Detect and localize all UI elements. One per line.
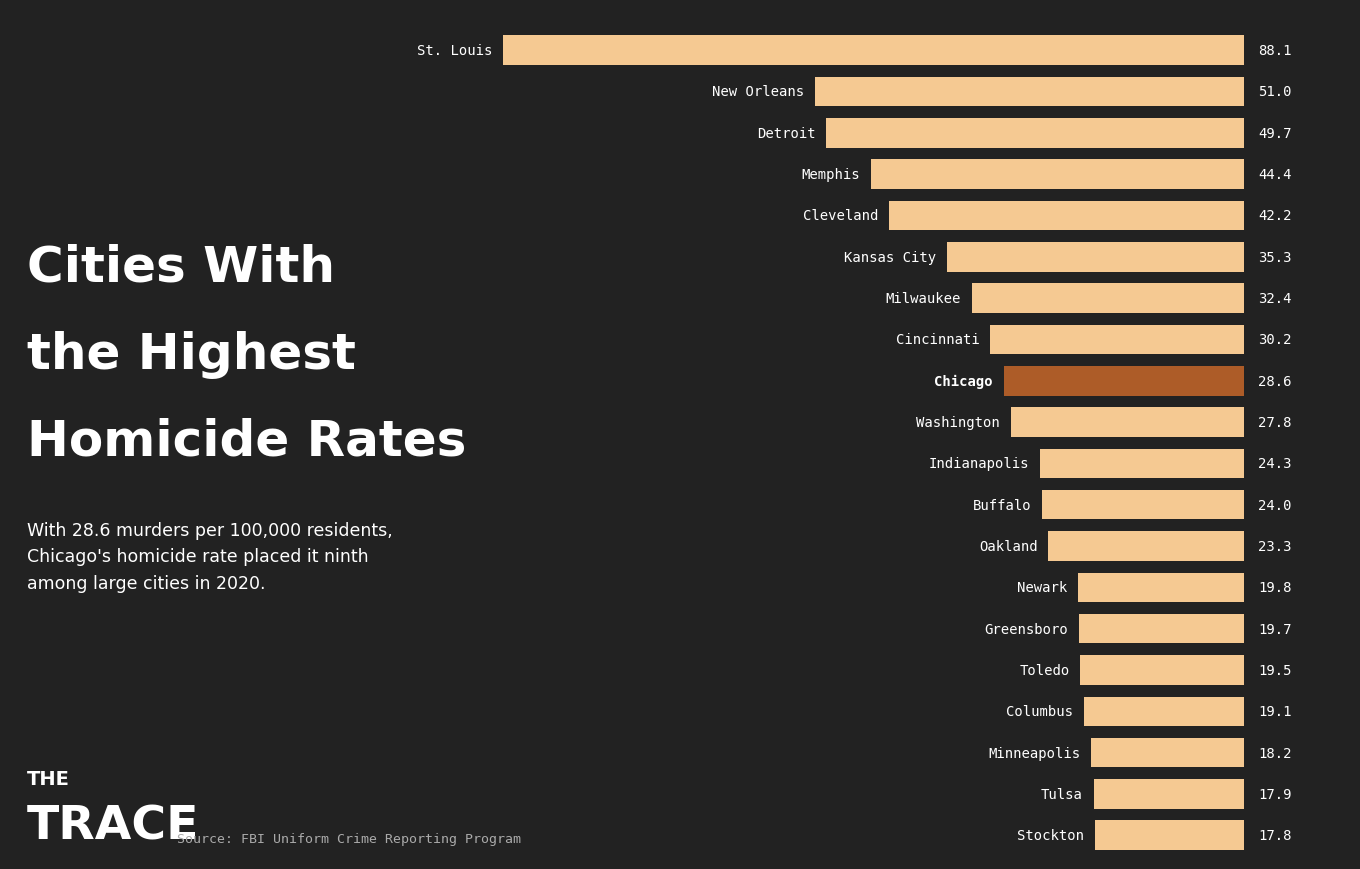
Text: 44.4: 44.4 bbox=[1258, 168, 1292, 182]
Text: Toledo: Toledo bbox=[1019, 663, 1069, 677]
Text: Source: FBI Uniform Crime Reporting Program: Source: FBI Uniform Crime Reporting Prog… bbox=[177, 832, 521, 845]
Text: Buffalo: Buffalo bbox=[972, 498, 1032, 512]
FancyBboxPatch shape bbox=[948, 242, 1244, 272]
FancyBboxPatch shape bbox=[827, 119, 1244, 149]
FancyBboxPatch shape bbox=[1078, 573, 1244, 602]
Text: Indianapolis: Indianapolis bbox=[929, 457, 1030, 471]
Text: Kansas City: Kansas City bbox=[845, 250, 937, 264]
Text: Washington: Washington bbox=[915, 415, 1000, 429]
Text: Cities With: Cities With bbox=[27, 243, 335, 291]
FancyBboxPatch shape bbox=[1004, 367, 1244, 396]
Text: New Orleans: New Orleans bbox=[713, 85, 805, 99]
FancyBboxPatch shape bbox=[1095, 820, 1244, 850]
Text: 19.7: 19.7 bbox=[1258, 622, 1292, 636]
Text: 24.0: 24.0 bbox=[1258, 498, 1292, 512]
Text: 17.8: 17.8 bbox=[1258, 828, 1292, 842]
Text: Cincinnati: Cincinnati bbox=[896, 333, 979, 347]
Text: Stockton: Stockton bbox=[1017, 828, 1084, 842]
FancyBboxPatch shape bbox=[1078, 614, 1244, 644]
Text: 27.8: 27.8 bbox=[1258, 415, 1292, 429]
Text: 19.1: 19.1 bbox=[1258, 705, 1292, 719]
Text: Columbus: Columbus bbox=[1006, 705, 1073, 719]
FancyBboxPatch shape bbox=[1040, 449, 1244, 479]
Text: 18.2: 18.2 bbox=[1258, 746, 1292, 760]
Text: TRACE: TRACE bbox=[27, 804, 200, 849]
Text: 19.5: 19.5 bbox=[1258, 663, 1292, 677]
Text: Homicide Rates: Homicide Rates bbox=[27, 417, 466, 465]
Text: 35.3: 35.3 bbox=[1258, 250, 1292, 264]
Text: 49.7: 49.7 bbox=[1258, 127, 1292, 141]
Text: 32.4: 32.4 bbox=[1258, 292, 1292, 306]
Text: St. Louis: St. Louis bbox=[418, 44, 492, 58]
FancyBboxPatch shape bbox=[1084, 697, 1244, 726]
Text: Chicago: Chicago bbox=[934, 375, 993, 388]
FancyBboxPatch shape bbox=[1049, 532, 1244, 561]
Text: the Highest: the Highest bbox=[27, 330, 356, 378]
FancyBboxPatch shape bbox=[503, 36, 1244, 66]
FancyBboxPatch shape bbox=[889, 202, 1244, 231]
Text: 42.2: 42.2 bbox=[1258, 209, 1292, 223]
Text: 17.9: 17.9 bbox=[1258, 787, 1292, 801]
Text: With 28.6 murders per 100,000 residents,
Chicago's homicide rate placed it ninth: With 28.6 murders per 100,000 residents,… bbox=[27, 521, 393, 592]
Text: Cleveland: Cleveland bbox=[804, 209, 879, 223]
FancyBboxPatch shape bbox=[972, 284, 1244, 314]
Text: 19.8: 19.8 bbox=[1258, 580, 1292, 594]
FancyBboxPatch shape bbox=[1080, 655, 1244, 685]
FancyBboxPatch shape bbox=[1043, 490, 1244, 520]
Text: Newark: Newark bbox=[1017, 580, 1068, 594]
Text: Oakland: Oakland bbox=[979, 540, 1038, 554]
FancyBboxPatch shape bbox=[1010, 408, 1244, 437]
Text: Detroit: Detroit bbox=[756, 127, 816, 141]
Text: THE: THE bbox=[27, 769, 71, 788]
Text: Minneapolis: Minneapolis bbox=[989, 746, 1080, 760]
FancyBboxPatch shape bbox=[870, 160, 1244, 189]
Text: Milwaukee: Milwaukee bbox=[885, 292, 962, 306]
Text: 30.2: 30.2 bbox=[1258, 333, 1292, 347]
FancyBboxPatch shape bbox=[1093, 779, 1244, 809]
FancyBboxPatch shape bbox=[1091, 738, 1244, 767]
Text: 28.6: 28.6 bbox=[1258, 375, 1292, 388]
Text: Greensboro: Greensboro bbox=[985, 622, 1068, 636]
Text: 24.3: 24.3 bbox=[1258, 457, 1292, 471]
Text: Tulsa: Tulsa bbox=[1040, 787, 1083, 801]
Text: 88.1: 88.1 bbox=[1258, 44, 1292, 58]
Text: Memphis: Memphis bbox=[801, 168, 860, 182]
FancyBboxPatch shape bbox=[816, 77, 1244, 107]
Text: 51.0: 51.0 bbox=[1258, 85, 1292, 99]
Text: 23.3: 23.3 bbox=[1258, 540, 1292, 554]
FancyBboxPatch shape bbox=[990, 325, 1244, 355]
